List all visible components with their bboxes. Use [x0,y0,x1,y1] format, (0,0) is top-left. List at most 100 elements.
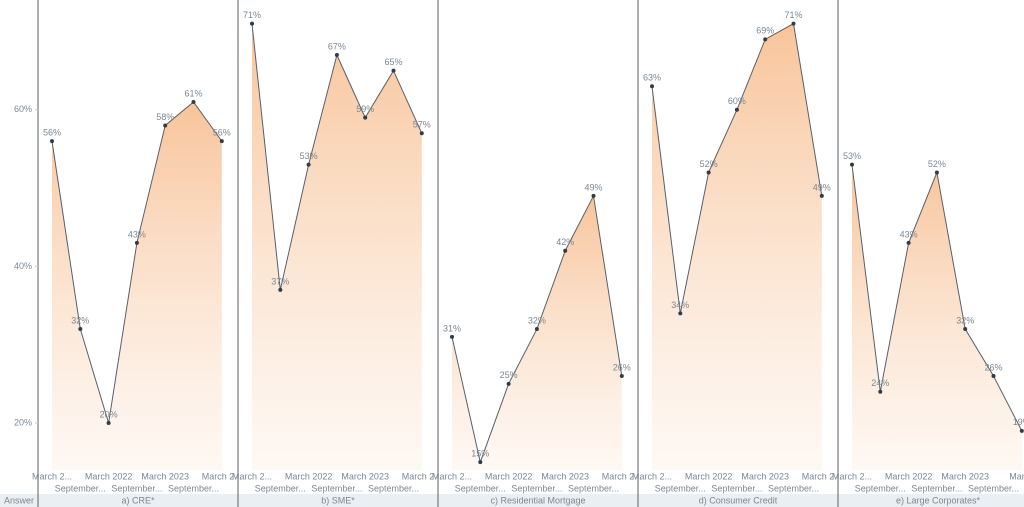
y-tick-label: 20% [14,417,32,427]
value-label: 43% [128,229,146,239]
x-tick-label: March 2... [32,471,72,481]
area [452,195,622,471]
value-label: 56% [43,127,61,137]
value-label: 34% [671,300,689,310]
x-tick-label: March 2023 [341,471,389,481]
x-tick-label: March 2... [402,471,442,481]
value-label: 67% [328,41,346,51]
value-label: 37% [271,276,289,286]
point [306,162,311,167]
value-label: 59% [356,104,374,114]
point [278,287,283,292]
value-label: 65% [384,57,402,67]
x-tick-label: September... [111,483,162,493]
x-tick-label: September... [455,483,506,493]
point [363,115,368,120]
point [934,170,939,175]
point [219,139,224,144]
value-label: 32% [956,315,974,325]
value-label: 26% [984,362,1002,372]
area [52,101,222,471]
value-label: 61% [184,88,202,98]
panel-title: b) SME* [321,495,355,505]
point [791,21,796,26]
x-tick-label: March 2... [432,471,472,481]
value-label: 56% [213,127,231,137]
x-tick-label: March 2... [802,471,842,481]
x-tick-label: March [1009,471,1024,481]
value-label: 69% [756,26,774,36]
value-label: 25% [500,370,518,380]
x-tick-label: September... [168,483,219,493]
point [591,193,596,198]
value-label: 63% [643,73,661,83]
value-label: 32% [71,315,89,325]
value-label: 42% [556,237,574,247]
point [706,170,711,175]
y-tick-label: 60% [14,104,32,114]
x-tick-label: September... [255,483,306,493]
x-tick-label: September... [855,483,906,493]
point [678,311,683,316]
value-label: 20% [100,409,118,419]
value-label: 60% [728,96,746,106]
x-tick-label: March 2022 [285,471,333,481]
x-tick-label: March 2022 [485,471,533,481]
point [506,381,511,386]
x-tick-label: September... [655,483,706,493]
point [134,240,139,245]
area [652,23,822,471]
x-tick-label: March 2... [632,471,672,481]
value-label: 49% [813,182,831,192]
x-tick-label: March 2023 [541,471,589,481]
point [478,460,483,465]
point [106,421,111,426]
value-label: 24% [871,378,889,388]
x-tick-label: September... [511,483,562,493]
x-tick-label: September... [568,483,619,493]
point [163,123,168,128]
value-label: 58% [156,112,174,122]
point [250,21,254,26]
point [850,162,854,167]
point [991,374,996,379]
x-tick-label: March 2022 [685,471,733,481]
value-label: 71% [784,10,802,20]
area [852,164,1022,470]
point [191,99,196,104]
point [334,52,339,57]
point [763,37,768,42]
x-tick-label: March 2022 [885,471,933,481]
value-label: 52% [700,159,718,169]
point [50,139,54,144]
x-tick-label: March 2022 [85,471,133,481]
value-label: 53% [300,151,318,161]
value-label: 52% [928,159,946,169]
panel-title: c) Residential Mortgage [490,495,585,505]
x-tick-label: September... [711,483,762,493]
value-label: 53% [843,151,861,161]
x-tick-label: March 2023 [941,471,989,481]
value-label: 49% [584,182,602,192]
point [650,84,654,89]
row-label: Answer [4,495,34,505]
x-tick-label: September... [368,483,419,493]
x-tick-label: March 2023 [741,471,789,481]
x-tick-label: March 2... [832,471,872,481]
point [878,389,883,394]
value-label: 57% [413,120,431,130]
value-label: 71% [243,10,261,20]
value-label: 31% [443,323,461,333]
value-label: 19% [1013,417,1024,427]
point [906,240,911,245]
point [450,334,454,339]
x-tick-label: March 2... [232,471,272,481]
point [391,68,396,73]
value-label: 15% [471,449,489,459]
value-label: 32% [528,315,546,325]
x-tick-label: March 2... [202,471,242,481]
point [78,327,83,332]
point [963,327,968,332]
value-label: 26% [613,362,631,372]
y-tick-label: 40% [14,261,32,271]
